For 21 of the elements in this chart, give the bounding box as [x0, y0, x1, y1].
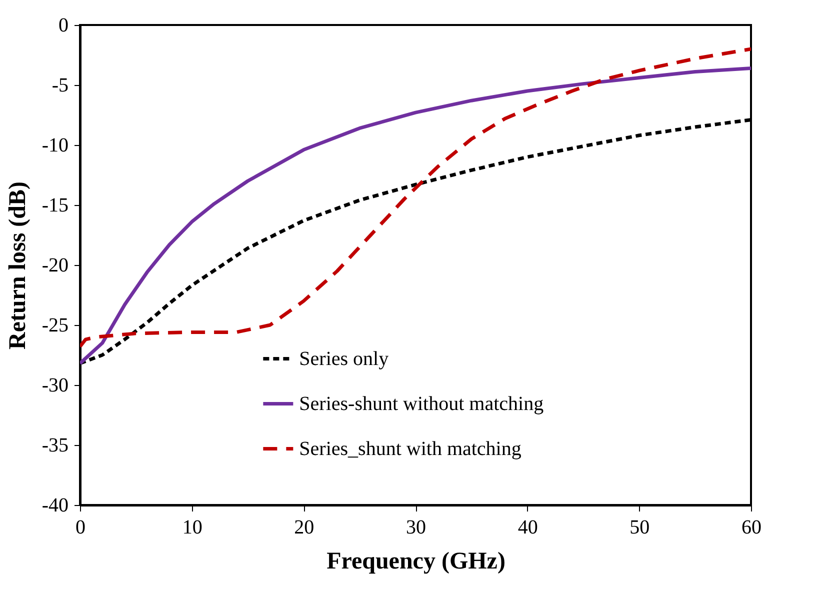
legend-label: Series only	[299, 348, 389, 370]
x-tick-label: 20	[294, 516, 314, 538]
y-axis-title: Return loss (dB)	[4, 181, 31, 350]
y-tick-label: -5	[52, 74, 68, 96]
x-tick-label: 30	[406, 516, 426, 538]
y-tick-label: -10	[42, 134, 68, 156]
x-tick-label: 10	[182, 516, 202, 538]
y-tick-label: -20	[42, 254, 68, 276]
y-tick-label: -15	[42, 194, 68, 216]
legend-label: Series-shunt without matching	[299, 392, 544, 415]
y-tick-label: -30	[42, 374, 68, 396]
x-axis-title: Frequency (GHz)	[326, 548, 506, 574]
x-tick-label: 50	[630, 516, 650, 538]
y-tick-label: -35	[42, 434, 68, 456]
y-tick-label: -25	[42, 314, 68, 336]
x-tick-label: 60	[742, 516, 762, 538]
x-tick-label: 40	[518, 516, 538, 538]
x-tick-label: 0	[76, 516, 86, 538]
y-tick-label: 0	[58, 14, 68, 36]
legend-label: Series_shunt with matching	[299, 438, 522, 460]
y-tick-label: -40	[42, 494, 68, 516]
